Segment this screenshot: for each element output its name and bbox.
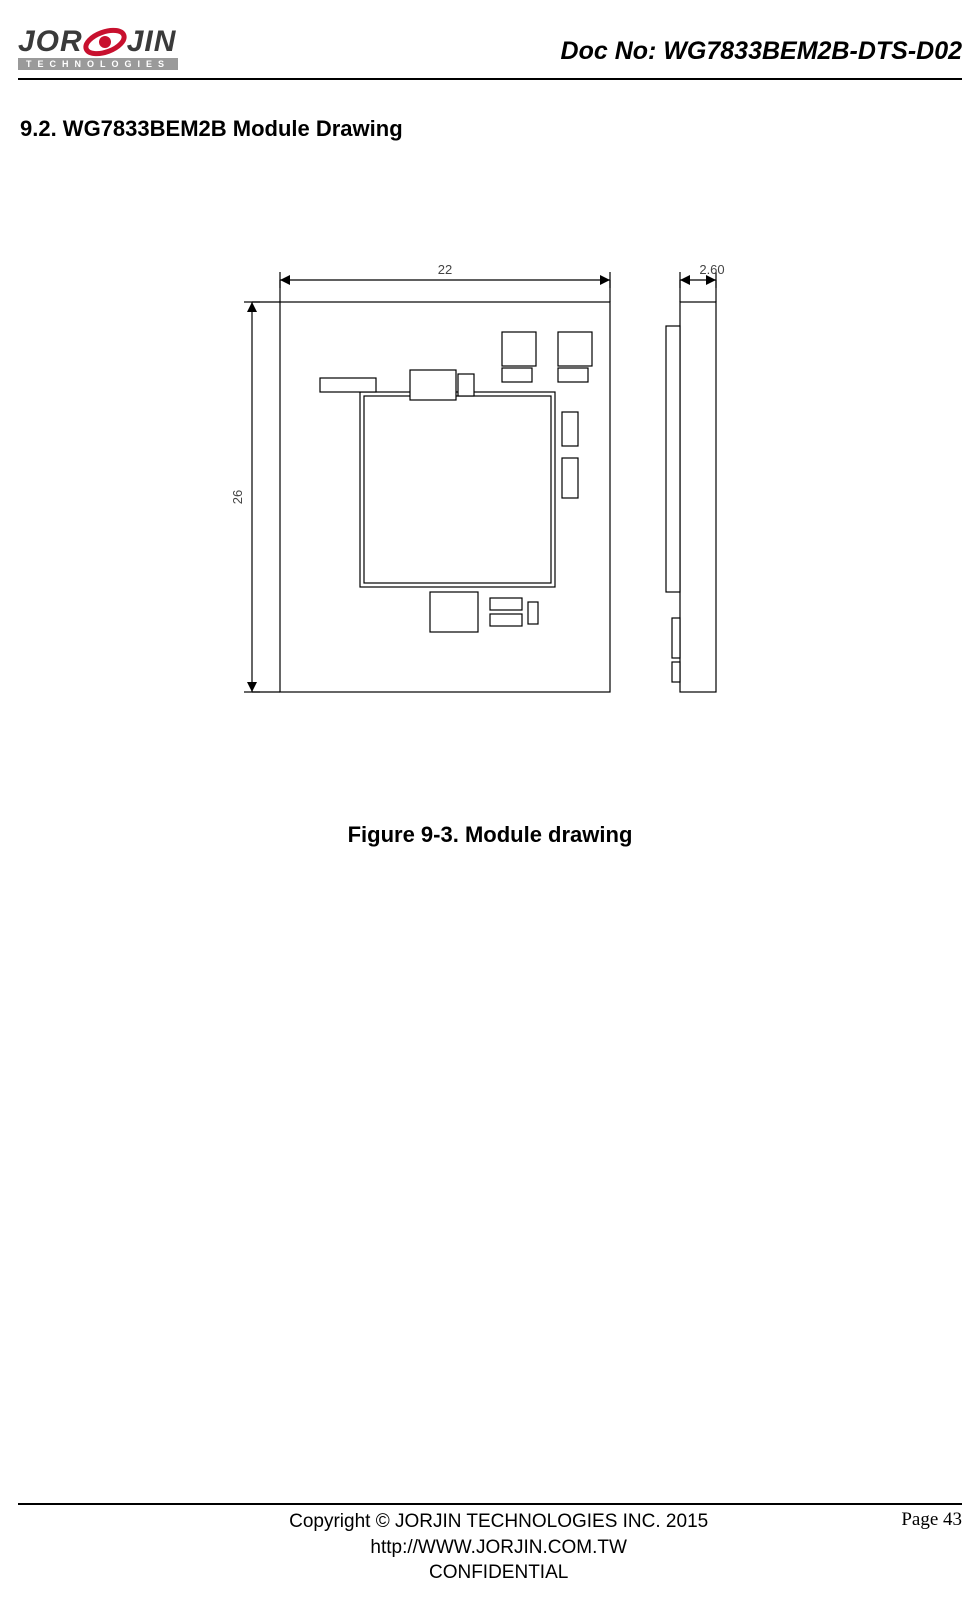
logo-stack: JOR JIN TECHNOLOGIES xyxy=(18,24,178,70)
page-number: Page 43 xyxy=(889,1509,962,1531)
logo-subtext: TECHNOLOGIES xyxy=(18,58,178,70)
svg-text:22: 22 xyxy=(438,262,452,277)
svg-text:26: 26 xyxy=(230,490,245,504)
page: JOR JIN TECHNOLOGIES Doc No: WG7833BEM2B… xyxy=(0,0,980,1606)
module-drawing: 22 26 2.60 xyxy=(18,252,962,712)
copyright-line: Copyright © JORJIN TECHNOLOGIES INC. 201… xyxy=(108,1509,889,1535)
footer-row: Copyright © JORJIN TECHNOLOGIES INC. 201… xyxy=(18,1509,962,1586)
module-drawing-svg: 22 26 2.60 xyxy=(210,252,770,712)
doc-number: Doc No: WG7833BEM2B-DTS-D02 xyxy=(561,37,962,66)
logo-top-row: JOR JIN xyxy=(18,24,176,60)
svg-text:2.60: 2.60 xyxy=(699,262,724,277)
figure-caption: Figure 9-3. Module drawing xyxy=(18,822,962,848)
footer-rule xyxy=(18,1503,962,1505)
logo-text-right: JIN xyxy=(127,27,177,57)
section-title: 9.2. WG7833BEM2B Module Drawing xyxy=(20,116,962,142)
logo-swoosh-icon xyxy=(83,24,127,60)
logo-text-left: JOR xyxy=(18,27,83,57)
header-rule xyxy=(18,78,962,80)
url-line: http://WWW.JORJIN.COM.TW xyxy=(108,1535,889,1561)
header: JOR JIN TECHNOLOGIES Doc No: WG7833BEM2B… xyxy=(18,24,962,76)
confidential-line: CONFIDENTIAL xyxy=(108,1560,889,1586)
footer: Copyright © JORJIN TECHNOLOGIES INC. 201… xyxy=(18,1503,962,1586)
footer-center: Copyright © JORJIN TECHNOLOGIES INC. 201… xyxy=(108,1509,889,1586)
logo: JOR JIN TECHNOLOGIES xyxy=(18,24,178,70)
